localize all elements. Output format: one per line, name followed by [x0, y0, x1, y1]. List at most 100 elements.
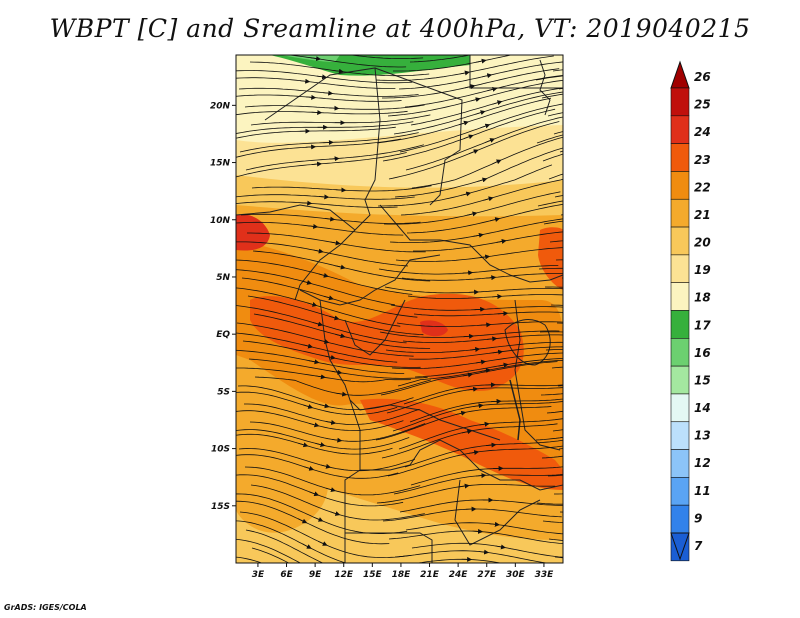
streamline-arrow [637, 71, 645, 72]
lat-tick-label: 5S [217, 387, 230, 397]
streamline-arrow [468, 149, 479, 155]
lon-tick-label: 15E [363, 570, 383, 580]
streamline [540, 393, 563, 396]
lat-tick-label: 20N [210, 101, 231, 111]
colorbar-label: 21 [694, 208, 711, 222]
streamline [236, 538, 302, 563]
streamline-arrow [302, 543, 312, 549]
streamline-arrow [459, 483, 470, 489]
streamline-arrow [639, 268, 647, 270]
streamline-arrow [487, 86, 498, 92]
streamline [251, 547, 290, 563]
streamline [381, 6, 558, 35]
streamline [559, 150, 563, 153]
streamline-arrow [309, 359, 320, 365]
colorbar-label: 15 [694, 373, 711, 387]
streamline [571, 117, 750, 125]
streamline [570, 404, 747, 422]
streamline [558, 87, 563, 90]
streamline-arrow [469, 346, 481, 352]
streamline-arrow [335, 264, 346, 270]
colorbar-swatch [670, 171, 690, 200]
streamline [409, 55, 472, 63]
plot-title: WBPT [C] and Sreamline at 400hPa, VT: 20… [49, 14, 751, 43]
streamline [539, 331, 563, 333]
colorbar-swatch [670, 87, 690, 117]
streamline [566, 528, 740, 559]
field-east-23 [538, 227, 563, 290]
streamline-arrow [650, 529, 658, 530]
lat-tick-label: 5N [216, 273, 230, 283]
streamline-arrow [645, 291, 653, 293]
streamline-arrow [323, 295, 334, 301]
streamline-arrow [463, 333, 475, 339]
streamline-arrow [468, 450, 480, 455]
streamline-arrow [656, 331, 664, 333]
streamline-arrow [315, 374, 326, 380]
colorbar-label: 11 [694, 484, 711, 498]
streamline [348, 55, 424, 59]
streamline-arrow [485, 138, 496, 143]
streamline-arrow [298, 588, 305, 592]
colorbar-swatch [670, 254, 690, 283]
streamline-arrow [489, 217, 501, 222]
streamline [404, 15, 581, 44]
streamline-arrow [625, 141, 633, 142]
colorbar-label: 12 [694, 456, 711, 470]
colorbar-label: 9 [694, 511, 702, 525]
streamline [561, 575, 736, 603]
colorbar-label: 20 [694, 236, 711, 250]
latitude-axis: 20N 15N 10N 5N EQ 5S 10S 15S [210, 101, 236, 512]
country-boundaries [236, 55, 563, 563]
colorbar: 26 25 24 23 22 21 20 19 18 17 16 15 14 13 12 11 9 7 [670, 60, 711, 562]
streamline-arrow [485, 442, 497, 448]
streamline-arrow [481, 73, 493, 79]
streamline-arrow [467, 386, 479, 392]
colorbar-swatch [670, 115, 690, 144]
streamline-arrow [328, 583, 335, 586]
streamline-arrow [458, 120, 469, 126]
streamline-arrow [463, 134, 474, 140]
field-spot-24 [420, 320, 448, 337]
streamline-arrow [299, 78, 311, 84]
streamline-arrow [635, 412, 643, 413]
streamline-arrow [656, 261, 664, 263]
colorbar-swatch [670, 282, 690, 311]
boundary-path [319, 299, 501, 441]
lake-outline [504, 319, 551, 366]
streamline-arrow [483, 196, 494, 202]
streamline-arrow [629, 396, 637, 397]
streamline-arrow [311, 161, 323, 167]
streamline-arrow [325, 487, 336, 493]
streamline-arrow [330, 511, 341, 516]
map-frame [235, 54, 564, 564]
streamline [562, 341, 563, 342]
streamline [565, 103, 745, 108]
boundary-path [514, 299, 561, 451]
streamline-arrow [322, 562, 324, 563]
streamline-arrow [316, 74, 328, 80]
colorbar-label: 23 [694, 153, 711, 167]
streamline-arrow [650, 312, 658, 314]
colorbar-swatch [670, 310, 690, 339]
streamline-arrow [335, 333, 346, 339]
streamline-arrow [473, 403, 484, 409]
streamline-arrow [487, 31, 495, 33]
boundary-path [454, 479, 541, 546]
streamline-arrow [634, 243, 642, 244]
streamline-arrow [625, 31, 633, 32]
streamline [572, 184, 752, 188]
streamline-arrow [325, 419, 337, 425]
streamline-arrow [333, 68, 344, 74]
streamline-arrow [495, 544, 506, 550]
streamline-arrow [628, 219, 636, 220]
streamline-arrow [631, 52, 639, 53]
colorbar-label: 7 [694, 539, 703, 553]
streamline [564, 388, 741, 404]
streamline [574, 314, 750, 350]
streamline-arrow [309, 422, 320, 428]
colorbar-swatch [670, 143, 690, 172]
streamline-arrow [643, 88, 651, 89]
streamline-arrow [621, 498, 629, 499]
